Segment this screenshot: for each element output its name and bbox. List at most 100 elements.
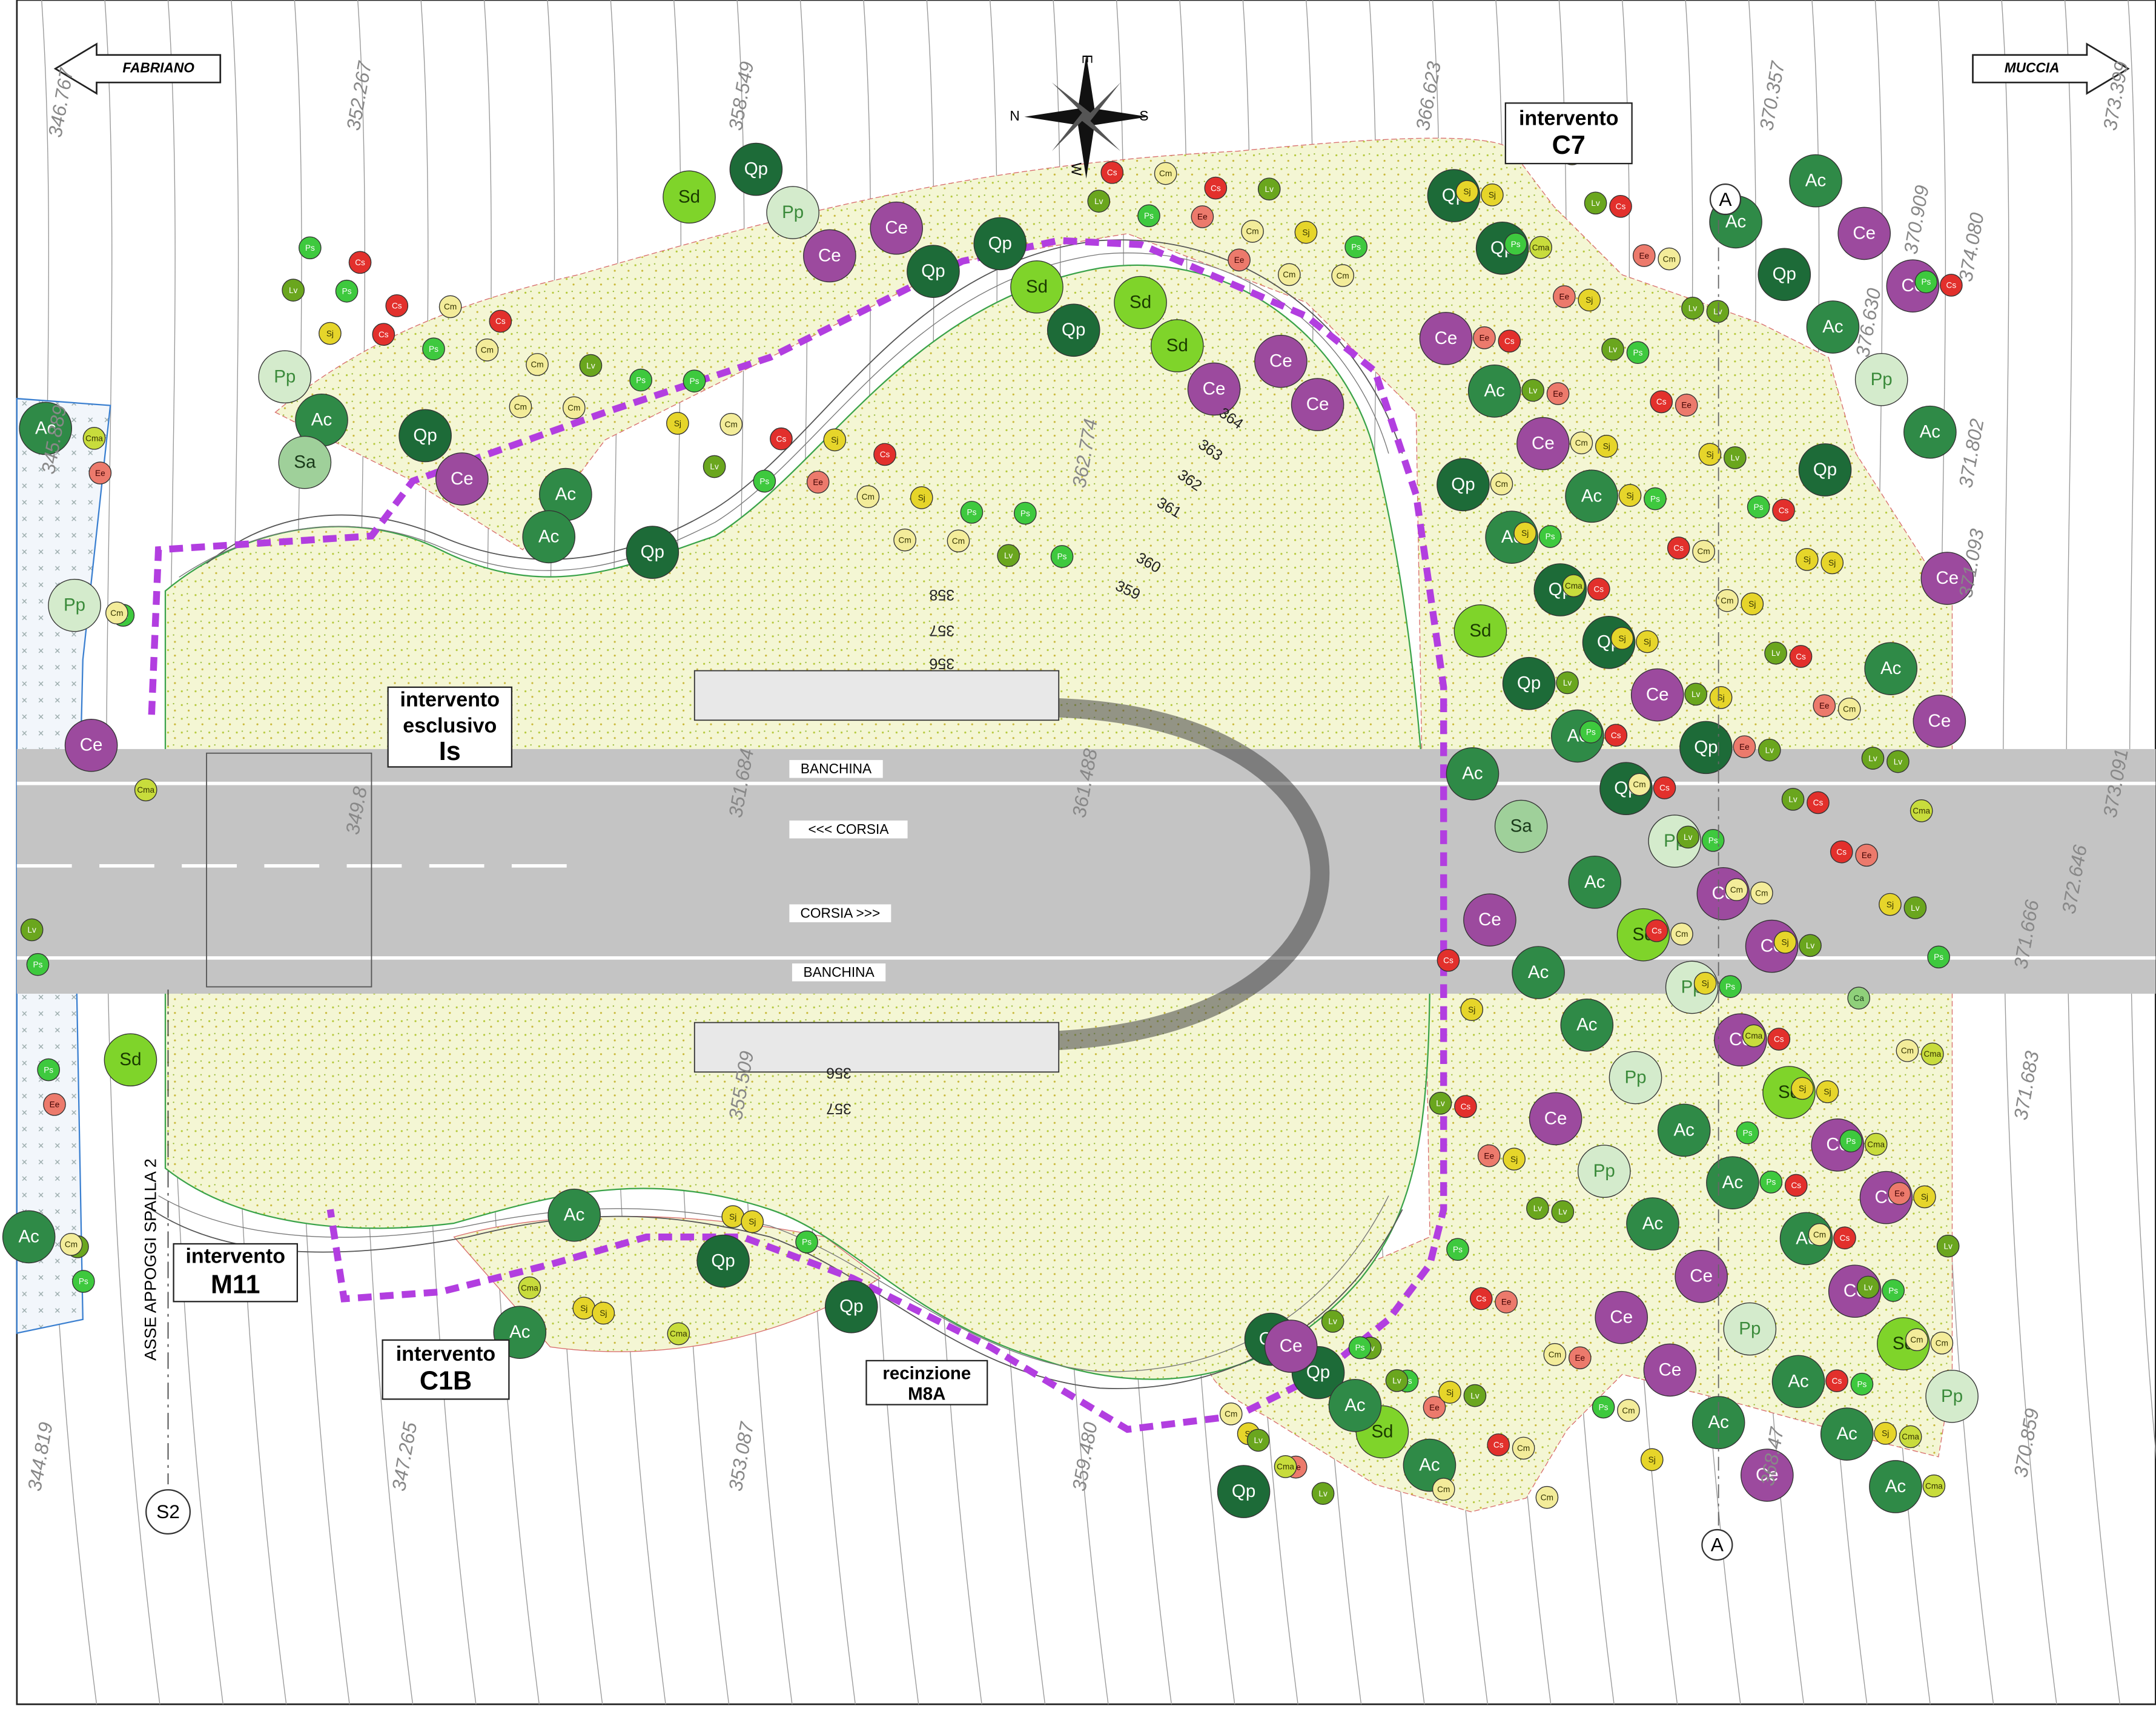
plant: Cs <box>1437 948 1460 972</box>
plant-canopy <box>1813 694 1836 718</box>
plant-canopy <box>1771 1355 1825 1409</box>
plant: Lv <box>1556 671 1579 695</box>
plant: Cm <box>526 353 549 376</box>
direction-arrow <box>53 42 222 95</box>
plant-code: Sj <box>1882 1429 1889 1438</box>
plant-code: Lv <box>1731 454 1740 463</box>
plant-code: Ps <box>1057 552 1067 561</box>
plant: Pp <box>766 186 819 239</box>
plant: Cm <box>947 529 970 553</box>
label-box: recinzione M8A <box>865 1360 988 1406</box>
label-text: intervento <box>400 688 500 711</box>
plant-canopy <box>1321 1310 1344 1333</box>
plant: Sj <box>1636 630 1659 653</box>
plant-code: Lv <box>1533 1204 1543 1213</box>
contour-label: 356 <box>929 655 954 672</box>
label-text: esclusivo <box>403 715 497 738</box>
plant: Cs <box>1789 645 1813 668</box>
plant-code: Cm <box>1246 227 1258 236</box>
plant-code: Sj <box>749 1217 756 1226</box>
section-label: A <box>1711 1534 1724 1556</box>
plant-canopy <box>522 510 576 564</box>
plant-code: Cm <box>1575 438 1588 448</box>
plant-canopy <box>1429 1091 1452 1115</box>
plant: Ce <box>1837 206 1891 260</box>
plant-code: Sj <box>1644 637 1651 646</box>
plant-code: Cs <box>1504 337 1515 346</box>
plant-canopy <box>1609 194 1632 218</box>
plant-canopy <box>1676 825 1700 849</box>
plant-code: Ee <box>1862 851 1872 860</box>
plant-code: Lv <box>1265 185 1274 194</box>
plant-code: Ac <box>1788 1371 1808 1391</box>
plant-code: Ac <box>1885 1476 1906 1496</box>
plant: Lv <box>997 544 1020 567</box>
plant: Lv <box>1681 297 1704 320</box>
plant: Ps <box>1446 1238 1469 1261</box>
plant-canopy <box>1750 881 1773 905</box>
plant: Ac <box>1771 1355 1825 1409</box>
plant-canopy <box>1914 270 1938 294</box>
plant-canopy <box>1626 341 1650 365</box>
plant: Sj <box>1455 180 1479 203</box>
plant-code: Ce <box>1532 433 1555 453</box>
retaining-wall <box>693 670 1060 721</box>
plant-code: Ee <box>1681 401 1691 410</box>
plant: Cs <box>348 251 372 274</box>
label-text: Is <box>439 737 461 766</box>
plant: Ce <box>1419 312 1473 365</box>
plant-code: Qp <box>413 425 437 445</box>
plant-code: Sa <box>1510 816 1533 836</box>
label-text: M8A <box>908 1384 945 1404</box>
plant-canopy <box>71 1270 95 1293</box>
plant: Qp <box>1758 248 1811 302</box>
plant: Ps <box>1504 233 1527 256</box>
plant-code: Ee <box>1639 251 1649 260</box>
compass-label: W <box>1068 162 1084 176</box>
plant-code: Lv <box>1318 1489 1328 1498</box>
plant-code: Lv <box>1328 1317 1337 1326</box>
plant: Pp <box>1854 353 1908 406</box>
plant-canopy <box>1560 998 1614 1052</box>
plant-code: Ce <box>885 218 908 238</box>
plant: Ee <box>1813 694 1836 718</box>
plant-canopy <box>82 427 106 450</box>
plant: Ps <box>1644 487 1667 510</box>
plant: Lv <box>1684 682 1708 706</box>
plant-canopy <box>1490 472 1513 496</box>
plant: Ps <box>1850 1372 1874 1396</box>
plant: Cs <box>1204 176 1228 200</box>
plant: Ps <box>1344 235 1367 259</box>
plant-code: Ac <box>1837 1424 1857 1444</box>
plant-code: Ps <box>759 477 769 486</box>
plant: Pp <box>1609 1051 1662 1105</box>
plant-canopy <box>1328 1379 1382 1432</box>
plant-canopy <box>1291 378 1344 431</box>
plant: Ps <box>1719 975 1742 999</box>
plant-canopy <box>562 396 586 420</box>
plant-code: Lv <box>1806 941 1815 950</box>
plant-code: Ps <box>1708 836 1718 845</box>
plant-canopy <box>1758 248 1811 302</box>
plant-code: Sd <box>1469 621 1491 641</box>
plant-code: Ac <box>1584 872 1605 892</box>
plant-canopy <box>1681 297 1704 320</box>
plant-canopy <box>1837 206 1891 260</box>
plant-code: Ps <box>79 1277 88 1286</box>
plant-canopy <box>1905 1328 1928 1352</box>
plant-code: Lv <box>289 286 298 295</box>
plant-canopy <box>1910 799 1933 822</box>
plant-canopy <box>1684 682 1708 706</box>
plant-canopy <box>1879 893 1902 916</box>
plant-code: Cs <box>1779 506 1789 515</box>
plant-canopy <box>1512 1436 1535 1460</box>
plant: Cs <box>873 443 896 466</box>
plant-canopy <box>26 953 50 976</box>
plant-code: Ee <box>1575 1353 1585 1363</box>
plant-canopy <box>1437 948 1460 972</box>
plant: Qp <box>824 1280 878 1333</box>
plant-canopy <box>1747 495 1770 518</box>
plant-canopy <box>1864 642 1917 695</box>
plant-code: Sj <box>1702 979 1709 988</box>
plant-code: Ps <box>1633 348 1643 357</box>
